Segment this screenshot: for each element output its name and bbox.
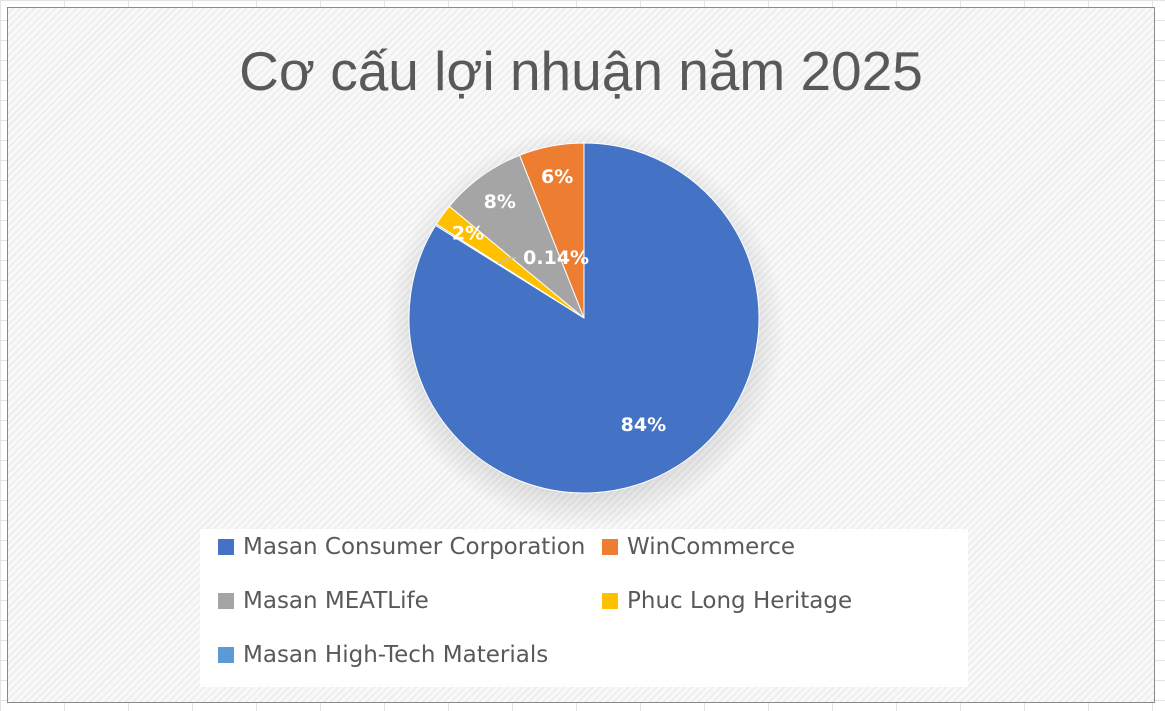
chart-title: Cơ cấu lợi nhuận năm 2025 bbox=[239, 40, 923, 102]
legend-label: Masan Consumer Corporation bbox=[243, 534, 586, 560]
legend-swatch bbox=[602, 593, 618, 609]
pie-chart: 84% 0.14% 2%8% 6% bbox=[385, 128, 785, 528]
data-label-wincommerce: 6% bbox=[541, 166, 573, 188]
legend-swatch bbox=[218, 539, 234, 555]
legend-label: Masan High-Tech Materials bbox=[243, 642, 549, 668]
legend-swatch bbox=[602, 539, 618, 555]
pie-slice-wincommerce[interactable] bbox=[519, 142, 585, 319]
legend-swatch bbox=[218, 593, 234, 609]
legend-label: WinCommerce bbox=[627, 534, 796, 560]
legend-label: Masan MEATLife bbox=[243, 588, 429, 614]
data-label-masan-meatlife: 8% bbox=[484, 191, 516, 213]
legend-item-masan-high-tech-materials[interactable]: Masan High-Tech Materials bbox=[218, 640, 548, 670]
legend-item-masan-meatlife[interactable]: Masan MEATLife bbox=[218, 586, 429, 616]
chart-legend: Masan Consumer Corporation WinCommerce Mas… bbox=[200, 529, 968, 687]
data-label-masan-consumer-corporation: 84% bbox=[621, 414, 666, 436]
data-label-phuc-long-heritage: 2% bbox=[452, 222, 484, 244]
legend-item-phuc-long-heritage[interactable]: Phuc Long Heritage bbox=[602, 586, 852, 616]
legend-item-masan-consumer-corporation[interactable]: Masan Consumer Corporation bbox=[218, 532, 585, 562]
data-label-masan-high-tech-materials: 0.14% bbox=[523, 247, 589, 269]
chart-area[interactable]: Cơ cấu lợi nhuận năm 2025 84% 0.14% 2% 8% 6%… bbox=[7, 7, 1155, 703]
legend-item-wincommerce[interactable]: WinCommerce bbox=[602, 532, 795, 562]
legend-swatch bbox=[218, 647, 234, 663]
legend-label: Phuc Long Heritage bbox=[627, 588, 853, 614]
leader-line-masan-high-tech-materials bbox=[497, 257, 517, 265]
